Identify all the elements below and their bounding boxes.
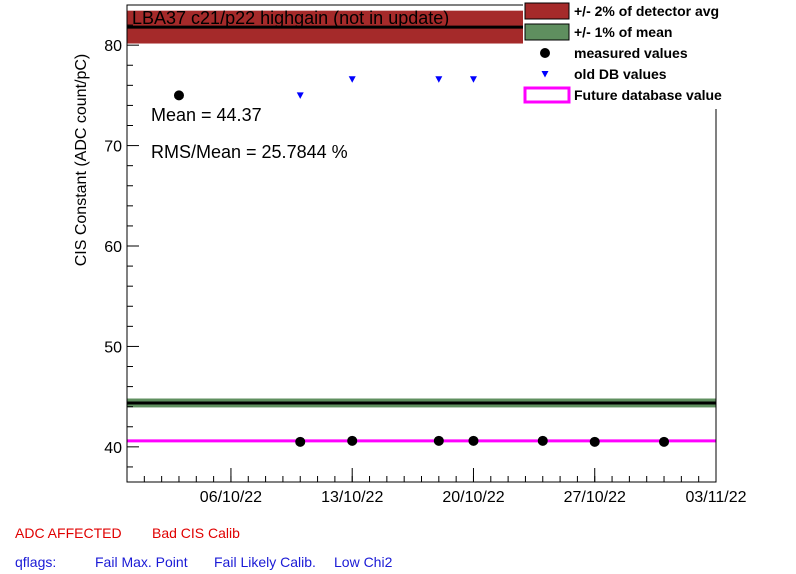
legend-label: +/- 2% of detector avg [574, 3, 719, 19]
legend-marker-measured [540, 48, 550, 58]
y-tick-label: 70 [104, 139, 122, 156]
legend-swatch-detector [524, 2, 570, 20]
old-db-point [469, 76, 477, 83]
old-db-point [348, 76, 356, 83]
legend-label: old DB values [574, 66, 667, 82]
mean-annotation: Mean = 44.37 [151, 105, 262, 125]
measured-point [433, 435, 444, 446]
legend-label: measured values [574, 45, 688, 61]
fail-max-point-flag: Fail Max. Point [95, 554, 188, 570]
y-tick-label: 40 [104, 440, 122, 457]
y-tick-label: 50 [104, 339, 122, 356]
legend: +/- 2% of detector avg +/- 1% of mean meas… [523, 2, 722, 109]
y-tick-label: 60 [104, 239, 122, 256]
bad-cis-flag: Bad CIS Calib [152, 525, 240, 541]
measured-point [537, 435, 548, 446]
qflags-label: qflags: [15, 554, 57, 570]
axes-layer: 40 50 60 70 80 06/10/22 13/10/22 20/10/22 27/10/… [104, 4, 747, 506]
legend-label: Future database value [574, 87, 722, 103]
rms-annotation: RMS/Mean = 25.7844 % [151, 142, 348, 162]
legend-label: +/- 1% of mean [574, 24, 672, 40]
chart-title: LBA37 c21/p22 highgain (not in update) [132, 8, 449, 28]
measured-point [659, 436, 670, 447]
y-axis-label: CIS Constant (ADC count/pC) [73, 54, 90, 267]
measured-point [347, 435, 358, 446]
x-tick-label: 06/10/22 [200, 489, 262, 506]
legend-background [523, 2, 718, 109]
measured-point [468, 435, 479, 446]
x-tick-label: 27/10/22 [564, 489, 626, 506]
point-layer [173, 76, 670, 447]
x-tick-label: 20/10/22 [442, 489, 504, 506]
low-chi2-flag: Low Chi2 [334, 554, 393, 570]
y-tick-label: 80 [104, 38, 122, 55]
measured-point [589, 436, 600, 447]
adc-affected-flag: ADC AFFECTED [15, 525, 122, 541]
x-tick-label: 03/11/22 [685, 489, 746, 506]
old-db-point [435, 76, 443, 83]
fail-likely-calib-flag: Fail Likely Calib. [214, 554, 316, 570]
x-tick-label: 13/10/22 [321, 489, 383, 506]
legend-swatch-mean [524, 23, 570, 41]
measured-point [295, 436, 306, 447]
legend-marker-old-db [541, 71, 549, 78]
old-db-point [296, 92, 304, 99]
legend-swatch-future [523, 86, 571, 104]
measured-point [173, 90, 184, 101]
